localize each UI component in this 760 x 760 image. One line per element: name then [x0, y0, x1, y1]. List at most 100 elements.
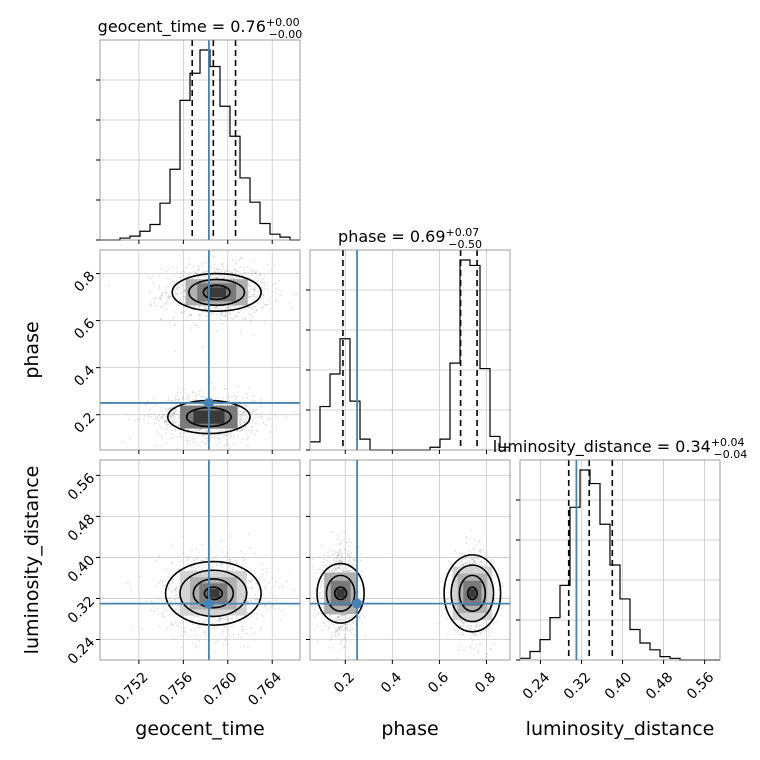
scatter-point [178, 414, 181, 417]
scatter-point [272, 604, 274, 606]
scatter-point [224, 271, 226, 273]
scatter-point [223, 276, 225, 278]
scatter-point [190, 313, 192, 316]
scatter-point [176, 292, 178, 295]
scatter-point [327, 551, 329, 554]
scatter-point [242, 274, 245, 277]
scatter-point [178, 299, 181, 302]
scatter-point [211, 557, 214, 560]
scatter-point [260, 415, 263, 418]
scatter-point [257, 584, 259, 587]
scatter-point [168, 277, 171, 280]
scatter-point [152, 282, 155, 285]
scatter-point [175, 594, 178, 597]
scatter-point [166, 285, 169, 288]
scatter-point [194, 646, 197, 649]
axes-frame [99, 39, 301, 241]
scatter-point [325, 563, 327, 566]
scatter-point [343, 538, 345, 540]
contour-line [202, 284, 231, 301]
scatter-point [468, 627, 471, 630]
scatter-point [314, 589, 317, 591]
scatter-point [246, 611, 249, 614]
scatter-point [353, 559, 356, 562]
scatter-point [249, 314, 252, 316]
scatter-point [243, 421, 246, 423]
scatter-point [473, 548, 476, 550]
scatter-point [474, 556, 477, 559]
scatter-point [243, 410, 245, 413]
scatter-point [220, 562, 222, 564]
scatter-point [157, 613, 159, 615]
scatter-point [478, 541, 480, 543]
scatter-point [262, 278, 264, 281]
scatter-point [262, 615, 265, 618]
scatter-point [327, 555, 329, 558]
scatter-point [353, 557, 355, 560]
scatter-point [351, 614, 353, 617]
scatter-point [166, 408, 168, 410]
scatter-point [359, 559, 362, 562]
scatter-point [232, 258, 234, 261]
scatter-point [205, 308, 207, 310]
scatter-point [337, 560, 339, 562]
scatter-point [243, 267, 245, 269]
scatter-point [266, 304, 269, 306]
scatter-point [253, 400, 256, 403]
scatter-point [214, 307, 217, 309]
scatter-point [261, 286, 263, 289]
scatter-point [486, 561, 488, 564]
scatter-point [235, 316, 237, 318]
scatter-point [247, 580, 250, 582]
scatter-point [349, 557, 352, 559]
scatter-point [328, 569, 331, 571]
scatter-point [259, 626, 262, 629]
scatter-point [250, 273, 253, 276]
scatter-point [198, 394, 201, 396]
scatter-point [217, 428, 220, 430]
scatter-point [456, 628, 459, 630]
scatter-point [256, 413, 259, 415]
scatter-point [230, 271, 233, 274]
scatter-point [354, 559, 356, 561]
scatter-point [473, 562, 476, 565]
scatter-point [176, 288, 179, 290]
scatter-point [251, 269, 254, 271]
scatter-point [342, 624, 345, 627]
scatter-point [242, 428, 245, 431]
scatter-point [177, 425, 180, 427]
scatter-point [176, 625, 178, 627]
scatter-point [313, 609, 316, 611]
scatter-point [255, 288, 257, 291]
scatter-point [486, 653, 489, 655]
scatter-point [205, 261, 207, 264]
scatter-point [349, 556, 352, 559]
scatter-point [324, 567, 327, 570]
scatter-point [200, 389, 203, 391]
scatter-point [342, 567, 345, 570]
scatter-point [346, 629, 348, 632]
scatter-point [183, 388, 185, 390]
scatter-point [195, 569, 197, 572]
scatter-point [194, 441, 197, 443]
title-geocent_time: geocent_time = 0.76+0.00 −0.00 [98, 16, 303, 41]
y-tick-label: 0.6 [71, 316, 98, 343]
scatter-point [173, 415, 175, 418]
scatter-point [264, 281, 266, 283]
scatter-point [341, 565, 343, 567]
scatter-point [352, 634, 355, 637]
scatter-point [188, 428, 190, 431]
scatter-point [191, 549, 193, 551]
scatter-point [471, 640, 474, 642]
scatter-point [154, 585, 157, 587]
scatter-point [352, 558, 354, 561]
scatter-point [339, 542, 341, 545]
scatter-point [447, 633, 449, 635]
scatter-point [158, 285, 161, 287]
scatter-point [350, 616, 353, 619]
scatter-point [251, 394, 254, 397]
scatter-point [257, 430, 259, 433]
scatter-point [340, 628, 342, 630]
scatter-point [464, 562, 466, 565]
scatter-point [176, 391, 179, 394]
